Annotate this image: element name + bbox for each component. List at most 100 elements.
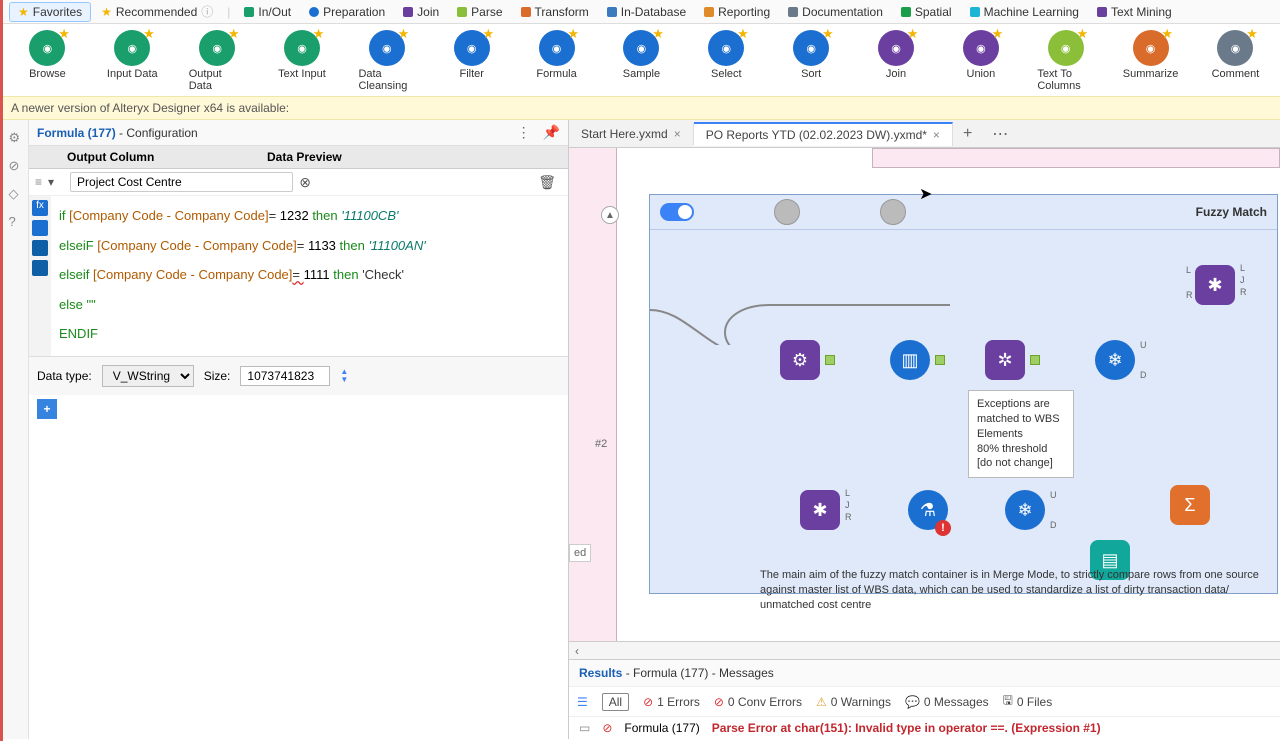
container-title: Fuzzy Match: [1196, 205, 1267, 219]
comment-box[interactable]: Exceptions are matched to WBS Elements 8…: [968, 390, 1074, 478]
tab-inout[interactable]: In/Out: [236, 3, 299, 21]
tool-label: Sort: [801, 68, 821, 80]
new-tab-button[interactable]: +: [953, 121, 982, 147]
close-tab-icon[interactable]: ×: [674, 127, 681, 141]
tool-browse[interactable]: ★◉Browse: [19, 30, 76, 80]
rail-stop-icon[interactable]: ⊘: [9, 158, 23, 172]
tab-favorites-label: Favorites: [33, 5, 82, 19]
tool-input-data[interactable]: ★◉Input Data: [104, 30, 161, 80]
datatype-select[interactable]: V_WString: [102, 365, 194, 387]
add-expression-button[interactable]: +: [37, 399, 57, 419]
tool-label: Sample: [623, 68, 660, 80]
tab-reporting[interactable]: Reporting: [696, 3, 778, 21]
container-toggle[interactable]: [660, 203, 694, 221]
delete-row-icon[interactable]: 🗑: [532, 174, 562, 191]
tool-formula[interactable]: ★◉Formula: [528, 30, 585, 80]
filter-all-button[interactable]: All: [602, 693, 629, 711]
tool-node[interactable]: ⚙: [780, 340, 820, 380]
tab-transform[interactable]: Transform: [513, 3, 597, 21]
size-input[interactable]: [240, 366, 330, 386]
tool-node[interactable]: ▥: [890, 340, 930, 380]
tool-sample[interactable]: ★◉Sample: [613, 30, 670, 80]
datatype-label: Data type:: [37, 369, 92, 383]
tool-label: Text To Columns: [1037, 68, 1094, 92]
rail-tag-icon[interactable]: ◇: [9, 186, 23, 200]
output-column-input[interactable]: [70, 172, 293, 192]
results-row-tool: Formula (177): [624, 721, 699, 735]
tool-node-summarize[interactable]: Σ: [1170, 485, 1210, 525]
document-tabs: Start Here.yxmd× PO Reports YTD (02.02.2…: [569, 120, 1280, 148]
doc-tab-2[interactable]: PO Reports YTD (02.02.2023 DW).yxmd* ×: [694, 122, 953, 146]
tool-node[interactable]: ❄: [1095, 340, 1135, 380]
tool-label: Browse: [29, 68, 66, 80]
tab-documentation[interactable]: Documentation: [780, 3, 891, 21]
fuzzy-match-container[interactable]: Fuzzy Match: [649, 194, 1278, 594]
tab-spatial[interactable]: Spatial: [893, 3, 960, 21]
kebab-icon[interactable]: ⋮: [517, 124, 531, 141]
canvas-scroll-left[interactable]: ‹: [569, 641, 1280, 659]
workflow-canvas[interactable]: #2 ed ▲ Fuzzy Match: [569, 148, 1280, 641]
favorite-star-icon: ★: [58, 26, 70, 42]
tool-text-to-columns[interactable]: ★◉Text To Columns: [1037, 30, 1094, 92]
tool-node[interactable]: ✱: [800, 490, 840, 530]
filter-files[interactable]: 🖫0 Files: [1003, 691, 1053, 712]
clear-field-icon[interactable]: ⊗: [299, 174, 311, 191]
container-description: The main aim of the fuzzy match containe…: [760, 568, 1271, 613]
tab-favorites[interactable]: ★Favorites: [9, 2, 91, 22]
tab-parse[interactable]: Parse: [449, 3, 510, 21]
results-title: Results: [579, 666, 622, 680]
left-rail: ⚙ ⊘ ◇ ?: [3, 120, 29, 739]
tool-data-cleansing[interactable]: ★◉Data Cleansing: [358, 30, 415, 92]
tool-category-tabs: ★Favorites ★Recommendedⓘ | In/Out Prepar…: [3, 0, 1280, 24]
tool-summarize[interactable]: ★◉Summarize: [1122, 30, 1179, 80]
tool-text-input[interactable]: ★◉Text Input: [274, 30, 331, 80]
doc-tab-2-label: PO Reports YTD (02.02.2023 DW).yxmd*: [706, 128, 927, 142]
favorite-star-icon: ★: [567, 26, 579, 42]
tab-join[interactable]: Join: [395, 3, 447, 21]
canvas-zone: Start Here.yxmd× PO Reports YTD (02.02.2…: [569, 120, 1280, 739]
tool-output-data[interactable]: ★◉Output Data: [189, 30, 246, 92]
tool-sort[interactable]: ★◉Sort: [783, 30, 840, 80]
tab-inout-label: In/Out: [258, 5, 291, 19]
size-down-icon[interactable]: ▼: [340, 376, 348, 384]
tool-comment[interactable]: ★◉Comment: [1207, 30, 1264, 80]
tab-reporting-label: Reporting: [718, 5, 770, 19]
tool-node[interactable]: ❄: [1005, 490, 1045, 530]
results-row-error: Parse Error at char(151): Invalid type i…: [712, 721, 1101, 735]
doc-tab-1[interactable]: Start Here.yxmd×: [569, 123, 694, 145]
list-view-icon[interactable]: ☰: [577, 695, 588, 709]
tab-ml-label: Machine Learning: [984, 5, 1079, 19]
tool-join[interactable]: ★◉Join: [868, 30, 925, 80]
filter-warnings[interactable]: ⚠0 Warnings: [816, 695, 891, 709]
tool-union[interactable]: ★◉Union: [952, 30, 1009, 80]
tool-label: Text Input: [278, 68, 326, 80]
tool-filter[interactable]: ★◉Filter: [443, 30, 500, 80]
formula-code[interactable]: if [Company Code - Company Code]= 1232 t…: [51, 196, 568, 356]
favorite-star-icon: ★: [1246, 26, 1258, 42]
collapse-icon[interactable]: ▾: [48, 175, 64, 189]
error-badge-icon[interactable]: !: [935, 520, 951, 536]
rail-gear-icon[interactable]: ⚙: [9, 130, 23, 144]
truncated-box: ed: [569, 544, 591, 562]
rail-help-icon[interactable]: ?: [9, 214, 23, 228]
pin-icon[interactable]: 📌: [543, 124, 560, 141]
tab-textmining[interactable]: Text Mining: [1089, 3, 1180, 21]
tab-overflow-icon[interactable]: ⋯: [982, 120, 1018, 148]
config-column-header: Output Column Data Preview: [29, 146, 568, 169]
filter-errors[interactable]: ⊘1 Errors: [643, 695, 700, 709]
tool-node[interactable]: ✱: [1195, 265, 1235, 305]
tab-recommended[interactable]: ★Recommendedⓘ: [93, 1, 221, 22]
results-row[interactable]: ▭ ⊘ Formula (177) Parse Error at char(15…: [569, 717, 1280, 739]
filter-messages[interactable]: 💬0 Messages: [905, 695, 989, 709]
favorite-star-icon: ★: [822, 26, 834, 42]
tab-ml[interactable]: Machine Learning: [962, 3, 1087, 21]
tool-label: Union: [967, 68, 996, 80]
collapse-arrow-icon[interactable]: ▲: [601, 206, 619, 224]
tab-preparation[interactable]: Preparation: [301, 3, 393, 21]
filter-conv-errors[interactable]: ⊘0 Conv Errors: [714, 695, 802, 709]
tool-select[interactable]: ★◉Select: [698, 30, 755, 80]
close-tab-icon[interactable]: ×: [933, 128, 940, 142]
dot-icon: [244, 7, 254, 17]
tool-node[interactable]: ✲: [985, 340, 1025, 380]
tab-indatabase[interactable]: In-Database: [599, 3, 694, 21]
